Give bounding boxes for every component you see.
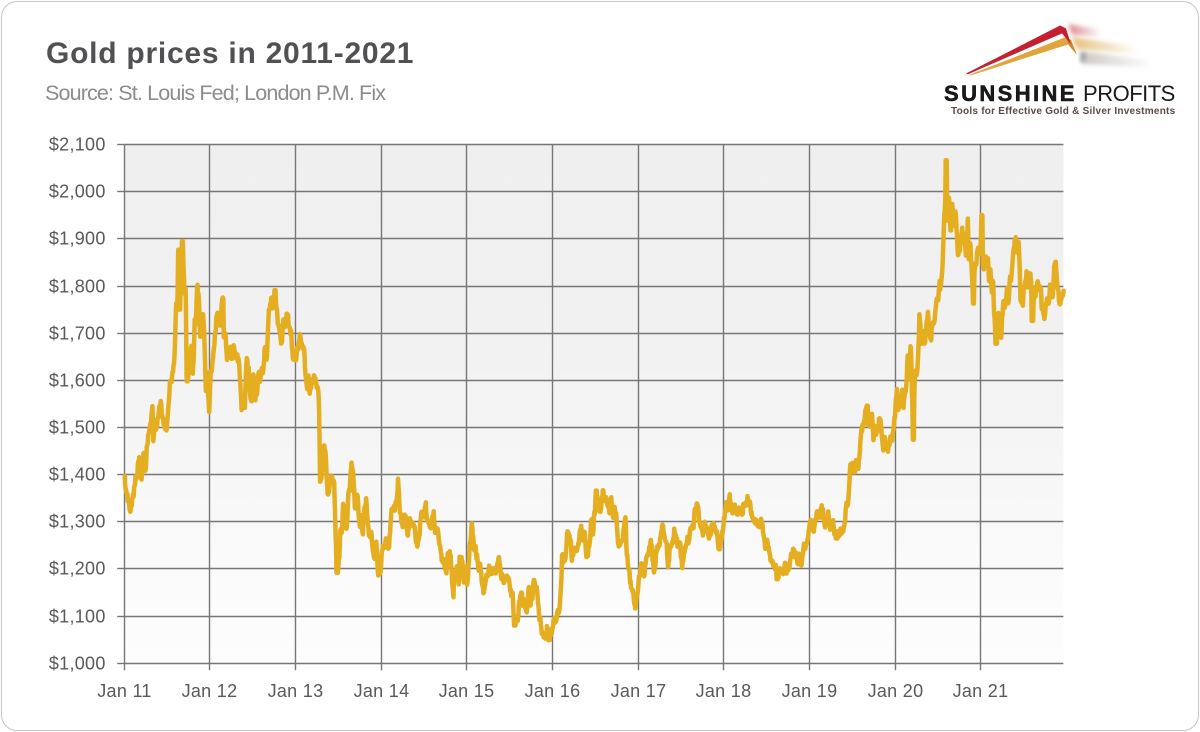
- svg-text:Jan 19: Jan 19: [782, 681, 838, 701]
- svg-text:$1,600: $1,600: [49, 371, 106, 391]
- svg-text:Jan 20: Jan 20: [868, 681, 924, 701]
- svg-text:$1,800: $1,800: [49, 277, 106, 297]
- svg-text:Jan 18: Jan 18: [696, 681, 752, 701]
- svg-text:Jan 13: Jan 13: [268, 681, 324, 701]
- svg-text:Jan 17: Jan 17: [611, 681, 667, 701]
- svg-text:Jan 21: Jan 21: [953, 681, 1009, 701]
- svg-text:$1,700: $1,700: [49, 324, 106, 344]
- svg-text:$1,500: $1,500: [49, 418, 106, 438]
- svg-text:$1,100: $1,100: [49, 607, 106, 627]
- svg-text:Jan 14: Jan 14: [354, 681, 410, 701]
- svg-text:Jan 12: Jan 12: [182, 681, 238, 701]
- svg-text:Jan 16: Jan 16: [525, 681, 581, 701]
- svg-text:$1,300: $1,300: [49, 512, 106, 532]
- svg-text:$1,200: $1,200: [49, 559, 106, 579]
- svg-text:$2,100: $2,100: [49, 135, 106, 155]
- svg-text:$1,000: $1,000: [49, 654, 106, 674]
- svg-text:$1,400: $1,400: [49, 465, 106, 485]
- svg-text:$1,900: $1,900: [49, 229, 106, 249]
- svg-text:Jan 15: Jan 15: [439, 681, 495, 701]
- svg-text:Jan 11: Jan 11: [97, 681, 152, 701]
- svg-text:$2,000: $2,000: [49, 182, 106, 202]
